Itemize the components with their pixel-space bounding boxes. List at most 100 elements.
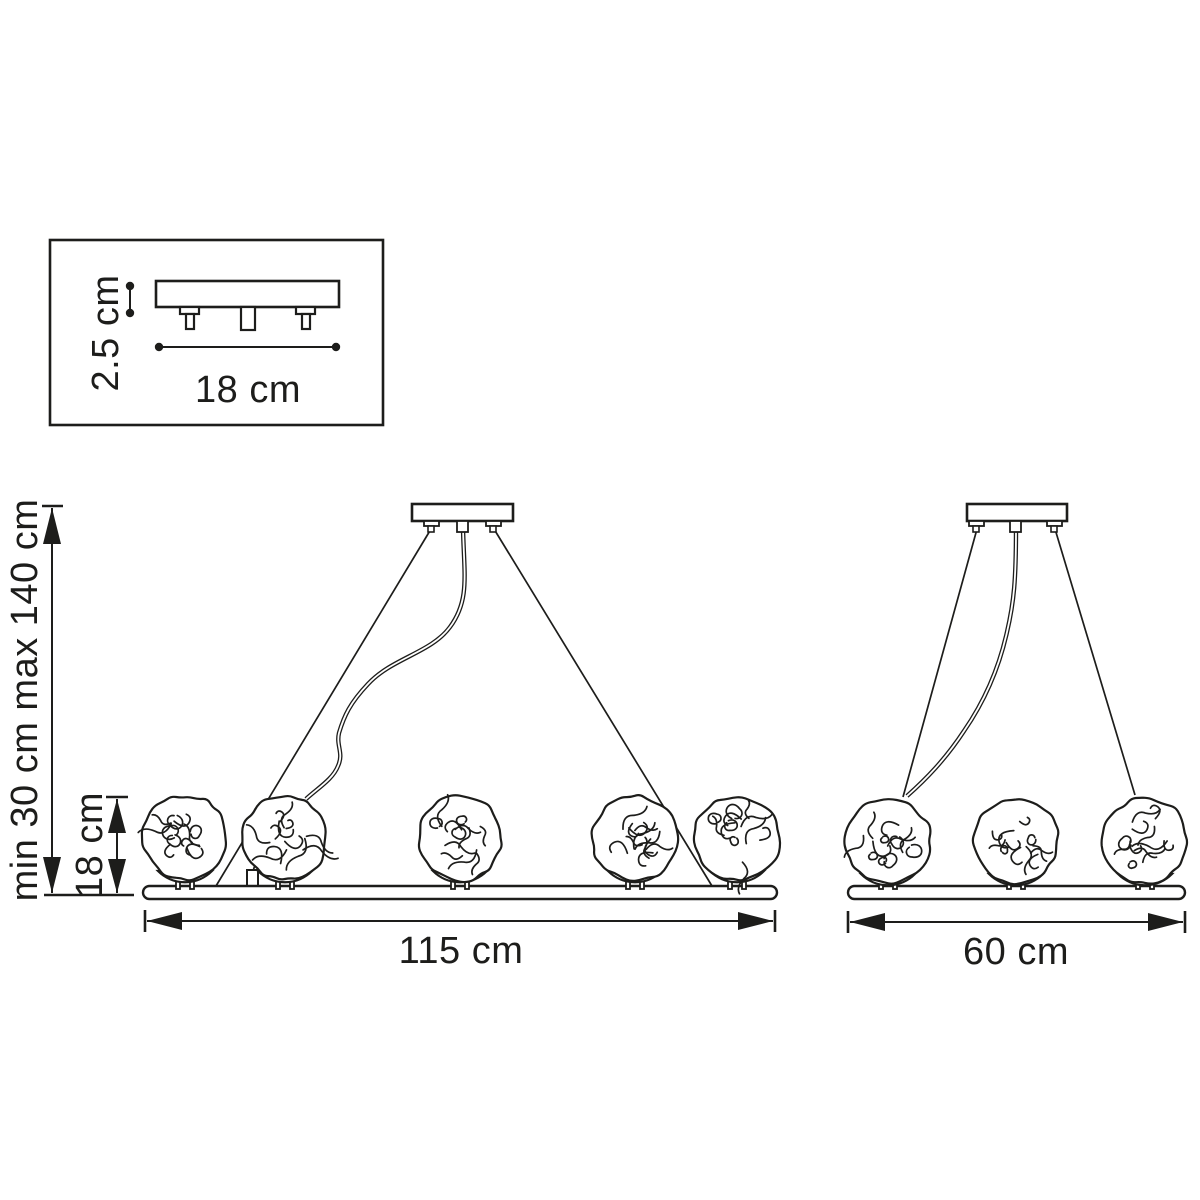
shade-texture (164, 843, 175, 859)
cable-connector-right (485, 520, 502, 533)
shade-texture (137, 823, 173, 834)
fixture-bar (846, 884, 1187, 901)
shade-texture (867, 851, 879, 861)
mounting-stud-left (178, 305, 201, 331)
shade-texture (451, 826, 467, 840)
shade-texture (711, 815, 725, 837)
shade-texture (444, 820, 463, 833)
shade-texture (302, 844, 339, 860)
fixture-bar (141, 884, 779, 901)
shade-texture (189, 824, 203, 840)
shade-texture (725, 803, 743, 820)
shade-texture (744, 799, 751, 820)
shade-texture (436, 793, 450, 828)
shade-texture (1131, 820, 1149, 834)
glass-shade (1100, 796, 1189, 890)
shade-texture (872, 840, 892, 858)
inset-border (48, 238, 385, 427)
shade-texture (1032, 844, 1048, 862)
cable-connector-left (423, 520, 440, 533)
shade-texture (285, 819, 294, 830)
shade-texture (720, 821, 736, 840)
shade-texture (723, 819, 738, 832)
inset-height-label: 2.5 cm (85, 274, 127, 391)
three-shade-pendant (843, 502, 1189, 901)
shade-row (137, 793, 782, 895)
arrow-up-icon (43, 508, 61, 544)
arrow-down-icon (43, 857, 61, 893)
ceiling-plate (410, 502, 515, 533)
shade-texture (737, 861, 749, 895)
shade-texture (1010, 846, 1023, 866)
glass-shade (971, 798, 1060, 890)
shade-texture (899, 826, 913, 854)
cable-connector-right (1046, 520, 1063, 533)
shade-texture (729, 835, 740, 847)
shade-texture (151, 813, 172, 826)
shade-texture (1133, 847, 1158, 859)
shade-texture (759, 826, 772, 841)
shade-row (843, 796, 1189, 890)
shade-texture (1023, 845, 1033, 876)
shade-texture (283, 835, 304, 850)
shade-texture (644, 838, 659, 857)
canopy-plate-side-view (154, 279, 341, 332)
shade-texture (277, 820, 295, 839)
shade-texture (645, 843, 674, 851)
arrow-up-icon (108, 799, 126, 833)
shade-texture (1028, 853, 1040, 870)
shade-texture (622, 805, 648, 831)
inset-width-label: 18 cm (195, 369, 301, 411)
shade-texture (883, 852, 898, 869)
shade-sphere (1100, 796, 1189, 885)
shade-texture (707, 812, 722, 825)
arrow-right-icon (1148, 913, 1183, 931)
shade-texture (173, 813, 192, 827)
shade-texture (447, 849, 478, 870)
glass-shade (843, 798, 932, 890)
shade-texture (634, 830, 661, 851)
glass-shade (137, 795, 228, 890)
shade-texture (1005, 840, 1021, 851)
shade-texture (886, 836, 916, 847)
shade-texture (843, 834, 865, 859)
five-shade-pendant (137, 502, 782, 901)
shade-texture (440, 852, 464, 860)
dimension-width-115: 115 cm (143, 910, 777, 972)
shade-texture (245, 823, 271, 844)
shade-texture (1137, 825, 1156, 846)
suspension-cable-right (1054, 528, 1136, 796)
glass-shade (590, 794, 680, 890)
shade-texture (275, 810, 285, 823)
arrow-down-icon (108, 859, 126, 893)
shade-texture (997, 829, 1015, 849)
canopy-plate (154, 279, 341, 309)
shade-texture (305, 834, 334, 854)
shade-texture (1026, 834, 1037, 846)
cord-connector-center (456, 520, 469, 533)
mounting-stud-right (294, 305, 317, 331)
shade-texture (285, 837, 308, 871)
shade-texture (265, 845, 283, 865)
shade-texture (280, 801, 294, 829)
dimension-width-60: 60 cm (846, 911, 1187, 973)
shade-texture (161, 824, 180, 841)
shade-texture (879, 835, 890, 844)
suspension-cable-left (902, 528, 978, 798)
inset-width-dimension: 18 cm (154, 342, 341, 411)
suspension-height-label: min 30 cm max 140 cm (4, 499, 46, 902)
shade-texture (880, 820, 900, 837)
shade-texture (905, 843, 923, 858)
glass-shade (417, 793, 503, 890)
shade-texture (471, 851, 480, 876)
shade-texture (988, 839, 1006, 850)
shade-texture (608, 840, 629, 855)
shade-texture (634, 824, 659, 832)
shade-texture (1128, 844, 1143, 855)
arrow-right-icon (738, 912, 773, 930)
arrow-left-icon (147, 912, 182, 930)
arrow-left-icon (850, 913, 885, 931)
shade-texture (1131, 808, 1161, 823)
shade-texture (867, 811, 876, 840)
